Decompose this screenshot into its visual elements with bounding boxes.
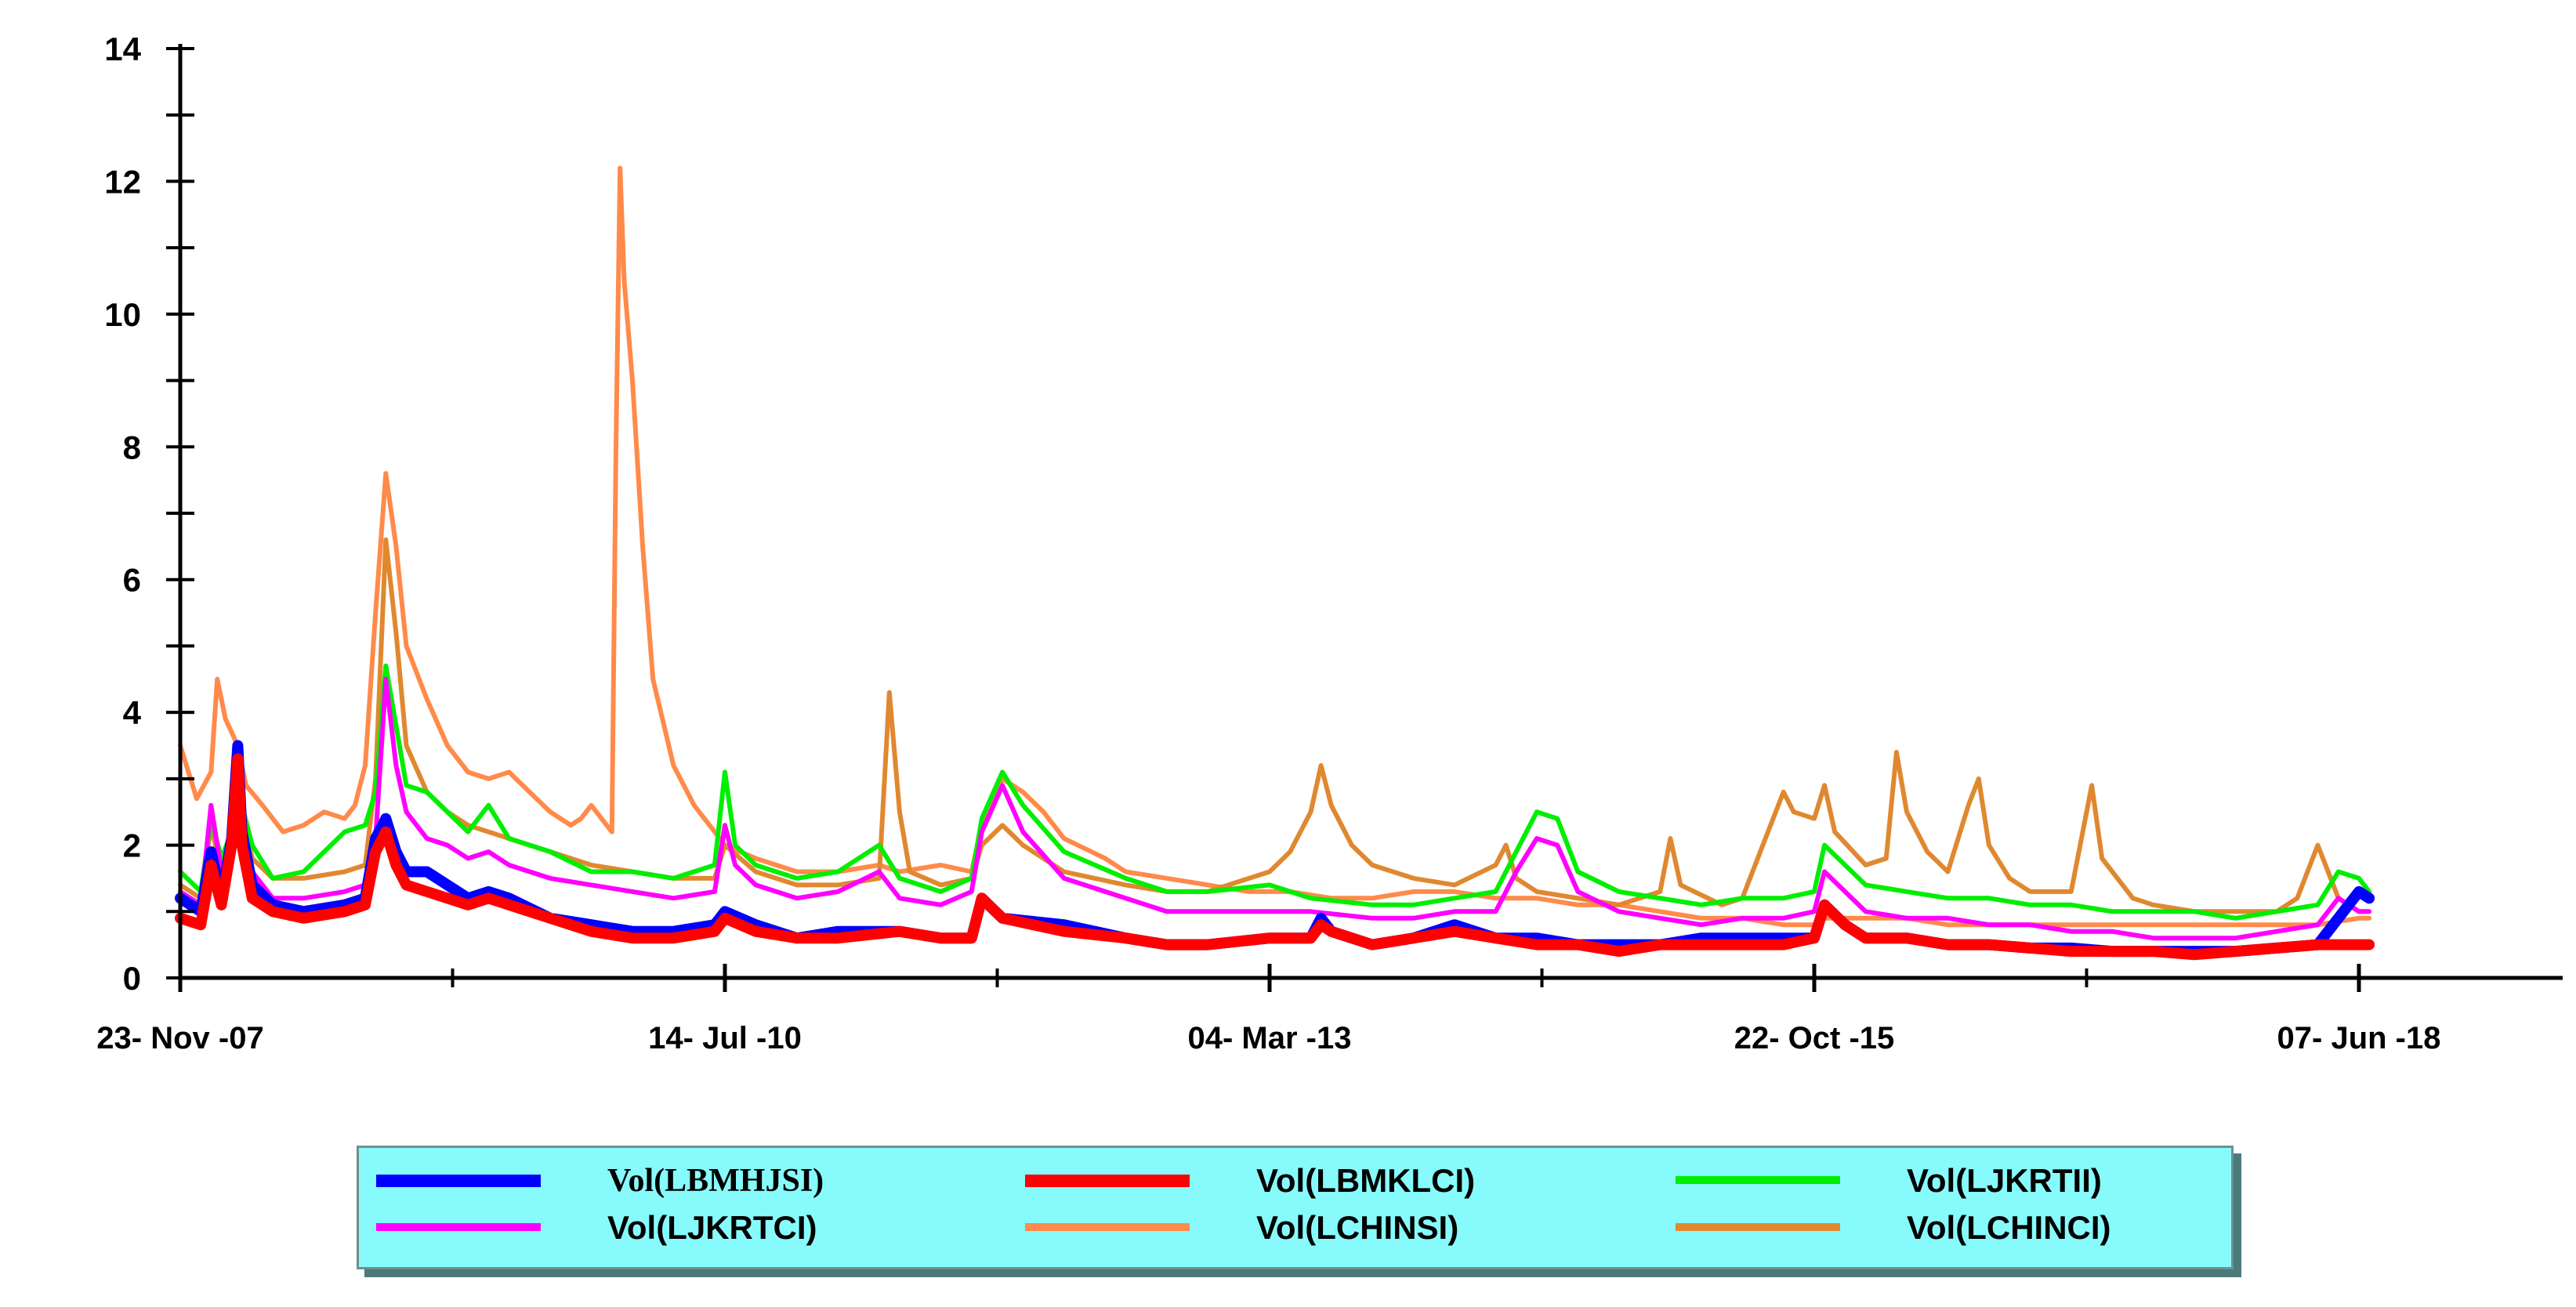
y-tick-label: 6	[123, 562, 141, 599]
series-line-vol-lbmhjsi	[175, 740, 2375, 958]
legend: Vol(LBMHJSI) Vol(LBMKLCI) Vol(LJKRTII) V…	[357, 1146, 2234, 1269]
x-tick-label: 23- Nov -07	[96, 1021, 263, 1055]
legend-swatch	[1676, 1176, 1840, 1184]
legend-label: Vol(LCHINSI)	[1256, 1209, 1459, 1246]
axes-layer: 0 2 4 6 8 10 12 14 23- Nov -07 14- Jul -10 04- Mar…	[96, 31, 2563, 1055]
series-line-vol-lchinci	[178, 537, 2372, 914]
legend-swatch	[1025, 1175, 1190, 1187]
y-tick-label: 12	[104, 163, 141, 200]
x-tick-label: 04- Mar -13	[1188, 1021, 1352, 1055]
legend-label: Vol(LJKRTCI)	[607, 1209, 817, 1246]
y-tick-label: 2	[123, 827, 141, 864]
series-line-vol-ljkrtii	[178, 663, 2372, 921]
series-line-vol-ljkrtci	[178, 676, 2372, 941]
x-tick-label: 14- Jul -10	[648, 1021, 802, 1055]
y-tick-label: 10	[104, 296, 141, 333]
legend-swatch	[376, 1223, 541, 1231]
series-line-vol-lbmklci	[175, 753, 2375, 961]
legend-swatch	[1025, 1223, 1190, 1231]
legend-swatch	[376, 1175, 541, 1187]
legend-label: Vol(LCHINCI)	[1907, 1209, 2111, 1246]
x-tick-label: 07- Jun -18	[2277, 1021, 2441, 1055]
series-layer	[175, 165, 2375, 961]
y-tick-label: 8	[123, 429, 141, 465]
legend-swatch	[1676, 1223, 1840, 1231]
series-line-vol-lchinsi	[178, 165, 2372, 928]
x-tick-label: 22- Oct -15	[1734, 1021, 1895, 1055]
legend-label: Vol(LJKRTII)	[1907, 1162, 2102, 1199]
y-tick-label: 0	[123, 960, 141, 997]
y-tick-label: 4	[123, 694, 142, 731]
legend-label: Vol(LBMHJSI)	[607, 1163, 824, 1199]
y-tick-label: 14	[104, 31, 141, 67]
legend-label: Vol(LBMKLCI)	[1256, 1162, 1476, 1199]
